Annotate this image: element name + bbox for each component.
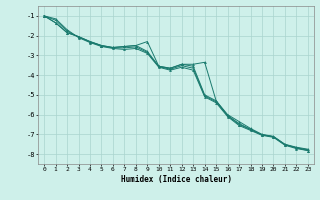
X-axis label: Humidex (Indice chaleur): Humidex (Indice chaleur) (121, 175, 231, 184)
